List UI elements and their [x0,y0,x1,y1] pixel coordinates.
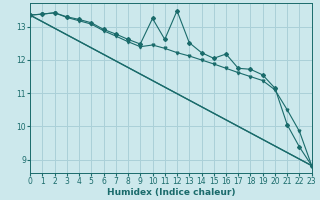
X-axis label: Humidex (Indice chaleur): Humidex (Indice chaleur) [107,188,235,197]
